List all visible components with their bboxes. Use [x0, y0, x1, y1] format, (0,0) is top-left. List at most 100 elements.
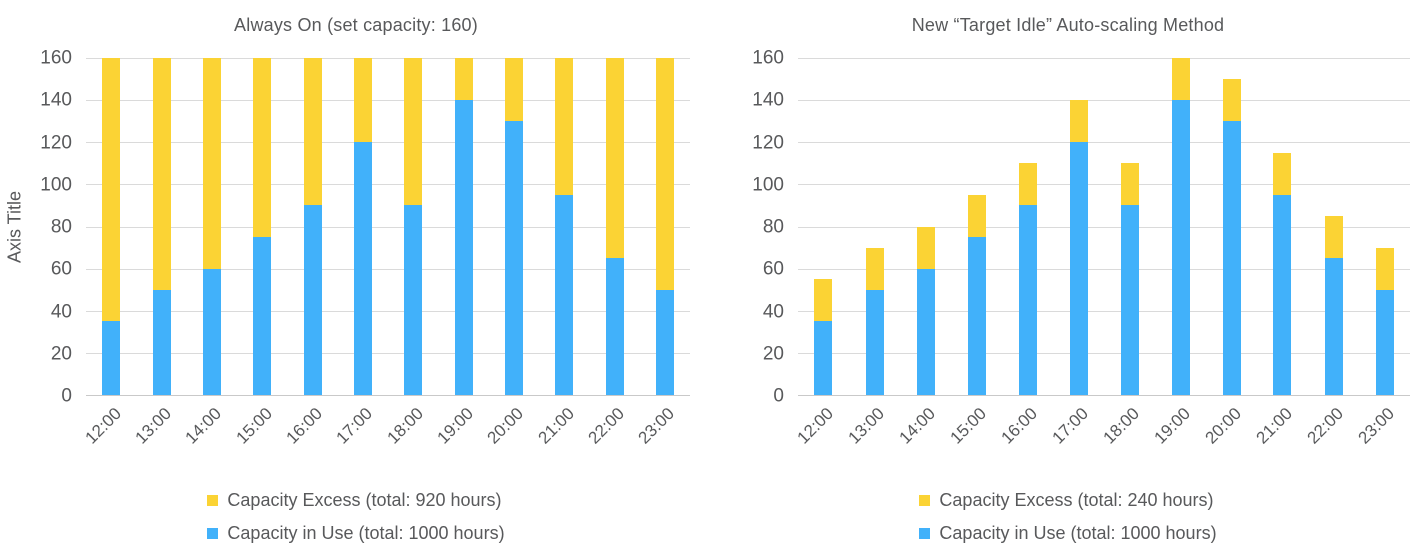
legend-item-capacity-excess: Capacity Excess (total: 240 hours) — [919, 484, 1214, 517]
bar-stack-1400 — [916, 58, 935, 395]
bar-segment-excess — [967, 194, 986, 238]
legend-label-capacity-excess: Capacity Excess (total: 920 hours) — [227, 490, 502, 510]
x-tick-label: 12:00 — [793, 404, 837, 448]
bar-segment-excess — [655, 58, 674, 290]
legend-label-capacity-excess: Capacity Excess (total: 240 hours) — [939, 490, 1214, 510]
bar-segment-in_use — [814, 321, 833, 395]
bar-segment-excess — [1222, 79, 1241, 122]
bar-stack-1200 — [814, 58, 833, 395]
chart-title: Always On (set capacity: 160) — [234, 15, 478, 35]
chart-always-on: Always On (set capacity: 160) Axis Title… — [0, 15, 712, 550]
bar-segment-excess — [865, 247, 884, 290]
bar-segment-in_use — [1375, 289, 1394, 395]
bar-stack-2300 — [1375, 58, 1394, 395]
bar-stack-2100 — [1273, 58, 1292, 395]
gridline — [86, 268, 690, 270]
bar-stack-1300 — [865, 58, 884, 395]
y-tick-label: 100 — [752, 174, 784, 196]
plot-right-padding — [1410, 58, 1424, 396]
x-tick-label: 18:00 — [1099, 404, 1143, 448]
bar-segment-in_use — [655, 289, 674, 395]
x-tick-label: 12:00 — [81, 404, 125, 448]
bar-stack-2000 — [504, 58, 523, 395]
bar-segment-in_use — [1273, 194, 1292, 395]
bar-segment-excess — [1120, 163, 1139, 206]
y-tick-label: 60 — [50, 258, 72, 280]
x-tick-label: 18:00 — [383, 404, 427, 448]
y-axis-tick-labels: 0 20 40 60 80 100 120 140 160 — [742, 49, 784, 406]
bar-stack-1900 — [1171, 58, 1190, 395]
x-tick-label: 21:00 — [1252, 404, 1296, 448]
bar-segment-in_use — [865, 289, 884, 395]
y-tick-label: 120 — [40, 132, 72, 153]
x-tick-label: 17:00 — [1048, 404, 1092, 448]
bar-segment-excess — [353, 58, 372, 143]
x-tick-label: 13:00 — [844, 404, 888, 448]
y-tick-label: 120 — [752, 132, 784, 153]
bar-segment-excess — [555, 58, 574, 195]
bar-segment-in_use — [1171, 100, 1190, 395]
bar-segment-in_use — [404, 205, 423, 395]
bar-segment-in_use — [916, 268, 935, 395]
bar-stack-1800 — [404, 58, 423, 395]
bar-stack-2300 — [655, 58, 674, 395]
x-tick-label: 20:00 — [483, 404, 528, 448]
bar-stack-1400 — [202, 58, 221, 395]
legend-swatch-in-use-icon — [207, 528, 219, 539]
x-tick-label: 14:00 — [895, 404, 939, 448]
bar-segment-in_use — [303, 205, 322, 395]
gridline — [798, 268, 1410, 270]
gridline — [86, 142, 690, 144]
y-axis-title-column: Axis Title — [0, 58, 30, 396]
bar-segment-excess — [1171, 58, 1190, 101]
bar-segment-excess — [253, 58, 272, 238]
legend-swatch-excess-icon — [919, 495, 931, 506]
bar-stack-2200 — [1324, 58, 1343, 395]
bar-segment-excess — [1375, 247, 1394, 290]
plot-area: 12:00 13:00 14:00 15:00 16:00 17:00 18:00 19:00… — [81, 58, 690, 448]
gridline — [798, 142, 1410, 144]
plot-row: Axis Title 0 20 40 60 80 100 120 140 160 12:00 13… — [0, 49, 712, 448]
bar-stack-1700 — [1069, 58, 1088, 395]
gridline — [86, 100, 690, 102]
legend-swatch-excess-icon — [207, 495, 219, 506]
y-axis-title: Axis Title — [4, 190, 25, 264]
bar-segment-in_use — [967, 237, 986, 395]
bar-stack-1600 — [1018, 58, 1037, 395]
bar-segment-in_use — [1120, 205, 1139, 395]
bar-stack-1500 — [253, 58, 272, 395]
bar-segment-excess — [202, 58, 221, 269]
legend-item-capacity-in-use: Capacity in Use (total: 1000 hours) — [919, 517, 1217, 550]
bar-segment-excess — [1273, 152, 1292, 195]
gridline — [798, 352, 1410, 354]
legend: Capacity Excess (total: 240 hours) Capac… — [919, 484, 1217, 550]
legend: Capacity Excess (total: 920 hours) Capac… — [207, 484, 505, 550]
bar-segment-excess — [303, 58, 322, 206]
plot-area: 12:00 13:00 14:00 15:00 16:00 17:00 18:00 19:00… — [793, 58, 1410, 448]
gridline — [86, 226, 690, 228]
bar-segment-in_use — [353, 142, 372, 395]
bar-segment-excess — [152, 58, 171, 290]
bar-segment-excess — [1069, 100, 1088, 143]
gridline — [86, 184, 690, 186]
x-tick-label: 19:00 — [433, 404, 477, 448]
x-tick-label: 13:00 — [131, 404, 175, 448]
y-axis-tick-labels: 0 20 40 60 80 100 120 140 160 — [30, 49, 72, 406]
bar-segment-excess — [454, 58, 473, 101]
legend-swatch-in-use-icon — [919, 528, 931, 539]
bar-segment-in_use — [253, 237, 272, 395]
plot-row: 0 20 40 60 80 100 120 140 160 12:00 13:00 14:00 15:… — [712, 49, 1424, 448]
y-axis-title-column — [712, 58, 742, 396]
gridline — [86, 310, 690, 312]
bar-segment-excess — [814, 279, 833, 322]
bar-segment-excess — [504, 58, 523, 122]
chart-title: New “Target Idle” Auto-scaling Method — [911, 15, 1225, 35]
bar-segment-in_use — [454, 100, 473, 395]
bar-stack-1300 — [152, 58, 171, 395]
y-tick-label: 20 — [762, 343, 784, 365]
bar-stack-1600 — [303, 58, 322, 395]
bar-segment-in_use — [1324, 258, 1343, 395]
bar-stack-2000 — [1222, 58, 1241, 395]
gridline — [798, 310, 1410, 312]
